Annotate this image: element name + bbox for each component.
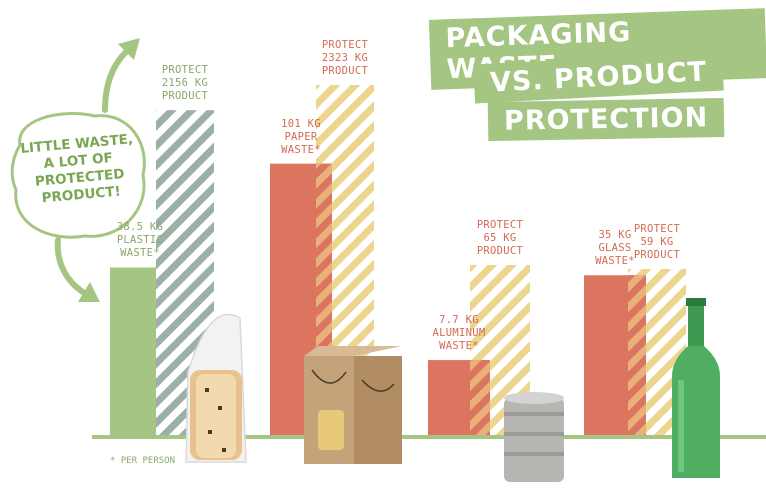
- bread-bag-illustration: [185, 313, 247, 463]
- waste-label-aluminum: 7.7 KG ALUMINUM WASTE*: [432, 314, 486, 353]
- title-text-3: PROTECTION: [503, 102, 709, 137]
- overlap-plastic: [156, 267, 170, 435]
- protect-label-glass: PROTECT 59 KG PRODUCT: [633, 223, 681, 261]
- callout-arrow-up: [102, 47, 131, 113]
- waste-label-plastic: 38.5 KG PLASTIC WASTE*: [116, 221, 164, 260]
- overlap-aluminum: [470, 360, 490, 435]
- overlap-glass: [628, 275, 646, 435]
- glass-bottle-illustration: [672, 298, 720, 478]
- waste-label-paper: 101 KG PAPER WASTE*: [281, 117, 321, 156]
- title-line-3: PROTECTION: [487, 97, 725, 142]
- tin-can-illustration: [504, 392, 564, 482]
- protect-label-aluminum: PROTECT 65 KG PRODUCT: [476, 219, 524, 257]
- callout-arrow-down: [54, 237, 89, 297]
- callout-text: LITTLE WASTE, A LOT OF PROTECTED PRODUCT…: [19, 131, 134, 207]
- callout-arrow-down-head: [78, 282, 100, 302]
- footnote: * PER PERSON: [110, 456, 176, 466]
- callout-arrow-up-head: [118, 38, 140, 60]
- pasta-box-illustration: [304, 346, 402, 464]
- title-text-2: VS. PRODUCT: [489, 56, 708, 99]
- protect-label-paper: PROTECT 2323 KG PRODUCT: [321, 39, 369, 77]
- waste-label-glass: 35 KG GLASS WASTE*: [595, 229, 635, 268]
- callout-bubble: [10, 112, 146, 239]
- protect-label-plastic: PROTECT 2156 KG PRODUCT: [161, 64, 209, 103]
